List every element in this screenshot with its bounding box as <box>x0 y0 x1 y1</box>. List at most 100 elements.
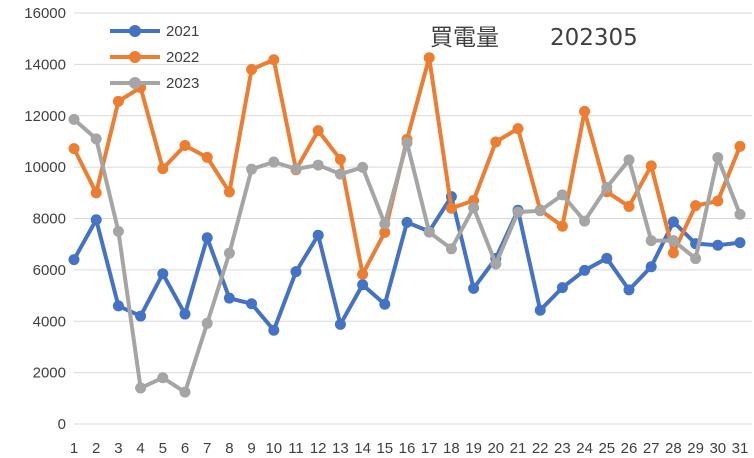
x-tick-label: 12 <box>310 440 327 457</box>
data-point-2022-17 <box>423 52 435 64</box>
data-point-2021-28 <box>667 216 679 228</box>
data-point-2023-31 <box>734 208 746 220</box>
data-point-2021-22 <box>534 304 546 316</box>
data-point-2021-12 <box>312 229 324 241</box>
data-point-2023-5 <box>157 372 169 384</box>
y-tick-label: 2000 <box>33 365 66 382</box>
data-point-2022-5 <box>157 163 169 175</box>
x-tick-label: 4 <box>136 440 144 457</box>
data-point-2021-27 <box>645 261 657 273</box>
data-point-2023-16 <box>401 137 413 149</box>
data-point-2023-3 <box>112 225 124 237</box>
legend-swatch-marker <box>129 51 141 63</box>
data-point-2021-23 <box>556 282 568 294</box>
x-tick-label: 7 <box>203 440 211 457</box>
x-tick-label: 29 <box>687 440 704 457</box>
y-tick-label: 0 <box>58 416 66 433</box>
x-tick-label: 25 <box>598 440 615 457</box>
legend-swatch-marker <box>129 25 141 37</box>
legend: 2021 2022 2023 <box>110 23 199 92</box>
series-2023 <box>68 113 746 398</box>
y-tick-label: 6000 <box>33 262 66 279</box>
data-point-2023-12 <box>312 159 324 171</box>
x-axis: 1 2 3 4 5 6 7 8 9 10 11 12 13 14 15 16 17 18 19 20 21 22 23 24 2… <box>70 440 749 457</box>
x-tick-label: 21 <box>510 440 527 457</box>
data-point-2023-22 <box>534 205 546 217</box>
y-tick-label: 10000 <box>24 159 66 176</box>
data-point-2023-6 <box>179 386 191 398</box>
data-point-2023-7 <box>201 317 213 329</box>
data-point-2023-11 <box>290 163 302 175</box>
data-point-2023-24 <box>579 215 591 227</box>
legend-item-2021: 2021 <box>110 23 199 40</box>
data-point-2023-17 <box>423 226 435 238</box>
series-line-2021 <box>72 194 741 333</box>
data-point-2022-23 <box>556 220 568 232</box>
data-point-2021-2 <box>90 214 102 226</box>
data-point-2023-30 <box>712 152 724 164</box>
data-point-2023-23 <box>556 189 568 201</box>
x-tick-label: 31 <box>732 440 749 457</box>
x-tick-label: 22 <box>532 440 549 457</box>
data-point-2022-6 <box>179 140 191 152</box>
data-point-2023-13 <box>334 168 346 180</box>
data-point-2021-16 <box>401 216 413 228</box>
x-tick-label: 18 <box>443 440 460 457</box>
x-tick-label: 17 <box>421 440 438 457</box>
x-tick-label: 14 <box>354 440 371 457</box>
data-point-2021-15 <box>379 298 391 310</box>
x-tick-label: 24 <box>576 440 593 457</box>
x-tick-label: 23 <box>554 440 571 457</box>
data-point-2023-27 <box>645 235 657 247</box>
data-point-2022-8 <box>223 186 235 198</box>
data-point-2022-20 <box>490 136 502 148</box>
data-point-2023-21 <box>512 206 524 218</box>
data-point-2022-9 <box>246 64 258 76</box>
data-point-2023-19 <box>468 202 480 214</box>
data-point-2022-29 <box>690 200 702 212</box>
data-point-2023-29 <box>690 253 702 265</box>
data-point-2022-2 <box>90 187 102 199</box>
x-tick-label: 9 <box>247 440 255 457</box>
data-point-2023-28 <box>667 235 679 247</box>
legend-item-2023: 2023 <box>110 75 199 92</box>
x-tick-label: 11 <box>288 440 304 457</box>
data-point-2022-24 <box>579 105 591 117</box>
x-tick-label: 27 <box>643 440 660 457</box>
data-point-2021-25 <box>601 252 613 264</box>
data-point-2021-1 <box>68 254 80 266</box>
data-point-2021-5 <box>157 268 169 280</box>
data-point-2021-30 <box>712 239 724 251</box>
x-tick-label: 13 <box>332 440 349 457</box>
data-point-2023-8 <box>223 247 235 259</box>
data-point-2023-20 <box>490 258 502 270</box>
data-point-2022-26 <box>623 200 635 212</box>
legend-label: 2021 <box>166 23 199 40</box>
legend-label: 2023 <box>166 75 199 92</box>
x-tick-label: 3 <box>114 440 122 457</box>
x-tick-label: 20 <box>487 440 504 457</box>
data-point-2022-18 <box>445 202 457 214</box>
data-point-2022-3 <box>112 95 124 107</box>
legend-label: 2022 <box>166 49 199 66</box>
data-point-2021-24 <box>579 264 591 276</box>
data-point-2022-31 <box>734 140 746 152</box>
data-point-2023-9 <box>246 163 258 175</box>
data-point-2021-26 <box>623 284 635 296</box>
data-point-2022-27 <box>645 160 657 172</box>
data-point-2022-28 <box>667 247 679 259</box>
data-point-2021-13 <box>334 318 346 330</box>
x-tick-label: 19 <box>465 440 482 457</box>
x-tick-label: 16 <box>399 440 416 457</box>
legend-swatch-marker <box>129 77 141 89</box>
data-point-2021-19 <box>468 282 480 294</box>
x-tick-label: 1 <box>70 440 78 457</box>
x-tick-label: 10 <box>265 440 282 457</box>
chart-title: 買電量 <box>430 25 499 51</box>
y-tick-label: 14000 <box>24 56 66 73</box>
data-point-2021-4 <box>135 310 147 322</box>
data-point-2021-3 <box>112 300 124 312</box>
data-point-2022-12 <box>312 125 324 137</box>
x-tick-label: 5 <box>159 440 167 457</box>
